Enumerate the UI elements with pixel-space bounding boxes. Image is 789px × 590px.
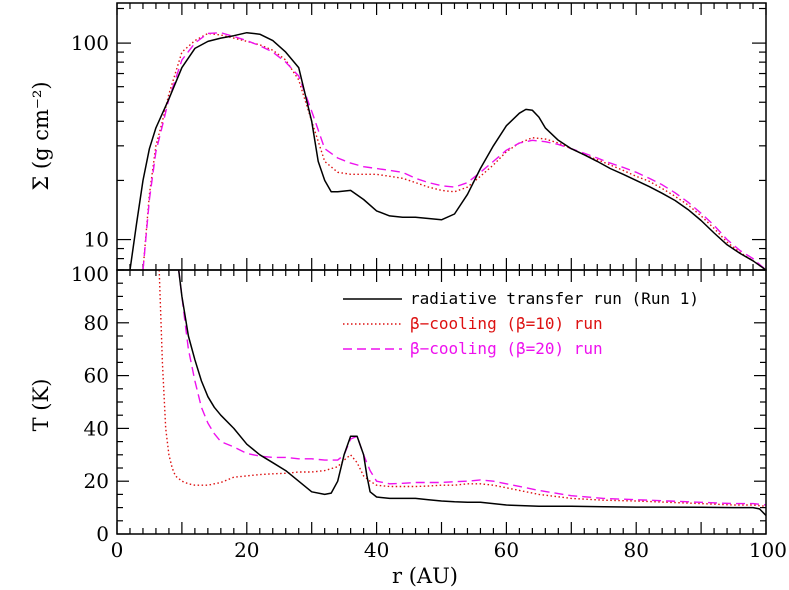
bottom-panel-frame bbox=[116, 269, 767, 535]
bottom-panel-y-axis-title: T (K) bbox=[29, 379, 53, 432]
series-line bbox=[129, 31, 766, 270]
y-tick-label: 40 bbox=[84, 416, 109, 440]
y-tick-label: 10 bbox=[84, 228, 109, 252]
bottom-panel-y-tick-labels: 0 20 40 60 80 100 bbox=[71, 262, 109, 546]
legend-label: radiative transfer run (Run 1) bbox=[410, 289, 699, 308]
y-tick-label: 100 bbox=[71, 31, 109, 55]
legend: radiative transfer run (Run 1) β−cooling … bbox=[343, 289, 699, 358]
series-line bbox=[142, 32, 766, 270]
legend-label: β−cooling (β=10) run bbox=[410, 314, 603, 333]
series-line bbox=[142, 32, 766, 270]
x-tick-label: 80 bbox=[623, 538, 648, 562]
series-line bbox=[158, 270, 766, 507]
bottom-panel-curves bbox=[158, 270, 766, 517]
y-tick-label: 80 bbox=[84, 311, 109, 335]
top-panel-y-tick-labels: 10 100 bbox=[71, 31, 109, 251]
legend-label: β−cooling (β=20) run bbox=[410, 339, 603, 358]
x-axis-title: r (AU) bbox=[392, 564, 458, 588]
top-panel-curves bbox=[129, 31, 766, 270]
x-tick-label: 40 bbox=[364, 538, 389, 562]
bottom-panel-ticks bbox=[116, 269, 767, 535]
x-tick-label: 100 bbox=[749, 538, 787, 562]
temperature-panel: 0 20 40 60 80 100 0 20 40 60 80 100 T (K) r (AU) bbox=[29, 262, 787, 588]
y-tick-label: 20 bbox=[84, 469, 109, 493]
x-tick-labels: 0 20 40 60 80 100 bbox=[111, 538, 787, 562]
x-tick-label: 60 bbox=[494, 538, 519, 562]
top-panel-ticks bbox=[116, 3, 767, 271]
top-panel-frame bbox=[116, 2, 767, 271]
top-panel-y-axis-title: Σ (g cm⁻²) bbox=[29, 81, 53, 190]
x-tick-label: 20 bbox=[234, 538, 259, 562]
y-tick-label: 0 bbox=[96, 522, 109, 546]
series-line bbox=[177, 270, 766, 517]
x-tick-label: 0 bbox=[111, 538, 124, 562]
y-tick-label: 100 bbox=[71, 262, 109, 286]
surface-density-panel: 10 100 Σ (g cm⁻²) bbox=[29, 2, 767, 271]
y-tick-label: 60 bbox=[84, 364, 109, 388]
